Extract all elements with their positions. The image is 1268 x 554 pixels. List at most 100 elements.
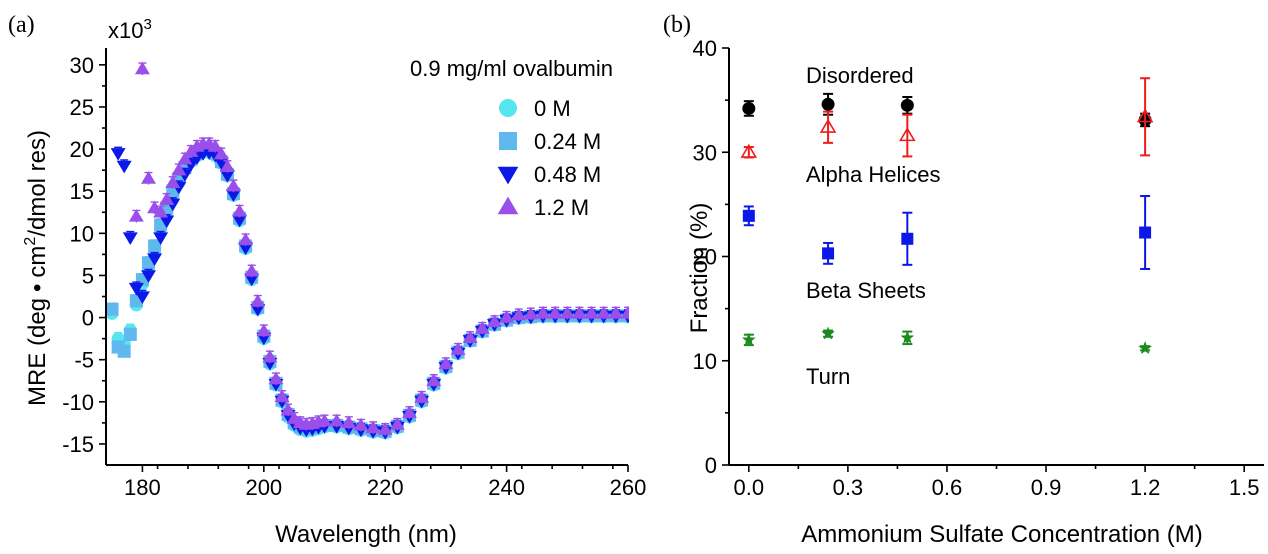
- label-alpha-helices: Alpha Helices: [806, 162, 941, 187]
- data-point: [256, 323, 272, 337]
- data-point: [329, 413, 345, 427]
- data-point: [450, 342, 466, 355]
- data-point: [821, 97, 835, 111]
- data-point: [511, 307, 527, 321]
- panel-b-x-tick-label: 0.6: [932, 475, 963, 500]
- panel-b-label: (b): [663, 12, 691, 38]
- data-point: [341, 415, 357, 429]
- panel-a-y-tick-label: 10: [70, 221, 94, 246]
- label-beta-sheets: Beta Sheets: [806, 278, 926, 303]
- data-point: [134, 291, 150, 304]
- data-point: [899, 127, 916, 142]
- data-point: [141, 270, 156, 283]
- series-0-48-M: [110, 145, 629, 440]
- panel-a-x-tick-label: 260: [610, 475, 647, 500]
- data-point: [596, 305, 612, 319]
- panel-b-x-tick-label: 0.9: [1031, 475, 1062, 500]
- legend-marker: [497, 196, 519, 215]
- data-point: [365, 420, 381, 434]
- data-point: [262, 349, 278, 363]
- data-point: [584, 305, 600, 319]
- panel-a-plot: [107, 61, 629, 440]
- data-point: [377, 422, 393, 435]
- data-point: [171, 162, 187, 176]
- data-point: [219, 159, 235, 172]
- data-point: [742, 101, 756, 115]
- data-point: [402, 405, 417, 418]
- data-point: [238, 232, 254, 246]
- data-point: [213, 146, 229, 160]
- panel-b-x-tick-label: 1.5: [1229, 475, 1260, 500]
- data-point: [141, 171, 156, 184]
- legend-label: 0 M: [534, 96, 571, 121]
- data-point: [559, 305, 575, 319]
- data-point: [238, 242, 254, 256]
- data-point: [244, 273, 260, 287]
- legend-label: 0.48 M: [534, 162, 601, 187]
- data-point: [250, 303, 266, 317]
- panel-a-title: 0.9 mg/ml ovalbumin: [410, 56, 613, 81]
- panel-a-y-tick-label: 20: [70, 137, 94, 162]
- data-point: [571, 305, 587, 319]
- panel-b-y-tick-label: 0: [705, 453, 717, 478]
- data-point: [244, 263, 260, 277]
- panel-b-x-tick-label: 0.3: [833, 475, 864, 500]
- panel-b: (b) Fraction (%) Ammonium Sulfate Concen…: [663, 12, 1264, 548]
- data-point: [741, 332, 756, 346]
- data-point: [900, 98, 914, 112]
- data-point: [389, 417, 405, 430]
- data-point: [462, 330, 478, 343]
- panel-a-y-tick-label: 25: [70, 95, 94, 120]
- data-point: [225, 178, 241, 192]
- data-point: [474, 321, 490, 334]
- data-point: [547, 305, 563, 319]
- panel-a-y-tick-label: 30: [70, 53, 94, 78]
- panel-b-y-tick-label: 40: [693, 36, 717, 61]
- y-multiplier: x103: [108, 16, 152, 43]
- panel-b-y-tick-label: 10: [693, 349, 717, 374]
- data-point: [901, 232, 914, 245]
- data-point: [608, 305, 624, 319]
- data-point: [153, 204, 169, 218]
- series-0-24-M: [107, 143, 629, 438]
- data-point: [821, 326, 835, 340]
- data-point: [900, 330, 915, 344]
- data-point: [523, 306, 539, 320]
- data-point: [353, 417, 369, 431]
- data-point: [225, 189, 241, 203]
- data-point: [426, 373, 442, 386]
- data-point: [1138, 341, 1152, 355]
- panel-a-x-tick-label: 220: [367, 475, 404, 500]
- data-point: [147, 253, 163, 267]
- label-turn: Turn: [806, 364, 850, 389]
- data-point: [123, 327, 137, 341]
- data-point: [742, 209, 755, 222]
- panel-a-ylabel: MRE (deg•cm2/dmol res): [22, 130, 51, 406]
- data-point: [219, 170, 235, 183]
- data-point: [822, 247, 835, 260]
- legend-label: 0.24 M: [534, 129, 601, 154]
- data-point: [620, 305, 629, 319]
- data-point: [740, 143, 758, 158]
- panel-a-label: (a): [8, 12, 35, 38]
- panel-b-xlabel: Ammonium Sulfate Concentration (M): [801, 521, 1202, 548]
- series-beta-sheets: [742, 195, 1152, 271]
- panel-b-x-tick-label: 1.2: [1130, 475, 1161, 500]
- label-disordered: Disordered: [806, 63, 914, 88]
- data-point: [107, 302, 119, 316]
- data-point: [268, 371, 284, 385]
- legend-marker: [499, 99, 517, 117]
- panel-a-xlabel: Wavelength (nm): [275, 521, 457, 548]
- data-point: [274, 389, 290, 402]
- data-point: [232, 203, 248, 217]
- series-disordered: [742, 92, 1152, 128]
- data-point: [148, 239, 162, 253]
- panel-a-legend: 0 M 0.24 M 0.48 M 1.2 M: [497, 96, 601, 220]
- panel-a-y-tick-label: 0: [82, 306, 94, 331]
- data-point: [250, 294, 266, 307]
- data-point: [486, 314, 502, 327]
- data-point: [232, 214, 248, 228]
- data-point: [317, 413, 332, 427]
- panel-a-y-tick-label: -10: [62, 390, 94, 415]
- data-point: [134, 61, 150, 75]
